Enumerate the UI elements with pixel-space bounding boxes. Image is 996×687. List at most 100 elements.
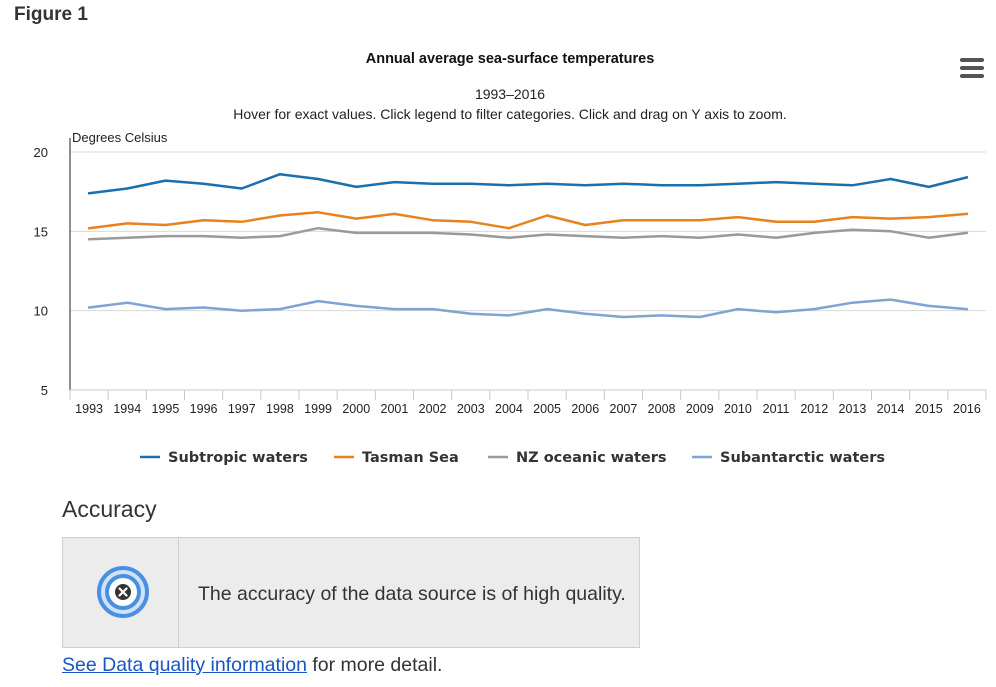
legend-item[interactable]: NZ oceanic waters xyxy=(488,450,667,466)
data-point[interactable] xyxy=(889,217,892,220)
data-point[interactable] xyxy=(278,234,282,238)
data-point[interactable] xyxy=(813,231,816,235)
data-point[interactable] xyxy=(87,192,91,195)
data-point[interactable] xyxy=(316,211,320,214)
data-point[interactable] xyxy=(240,236,243,239)
data-point[interactable] xyxy=(87,226,91,230)
data-point[interactable] xyxy=(87,238,91,241)
data-point[interactable] xyxy=(774,236,778,239)
data-point[interactable] xyxy=(240,309,243,312)
data-point[interactable] xyxy=(584,223,587,227)
data-point[interactable] xyxy=(393,180,396,184)
data-point[interactable] xyxy=(316,226,320,230)
series-line[interactable] xyxy=(87,226,969,241)
legend-item[interactable]: Subantarctic waters xyxy=(692,450,885,466)
data-quality-link[interactable]: See Data quality information xyxy=(62,654,307,676)
data-point[interactable] xyxy=(889,177,892,181)
data-point[interactable] xyxy=(202,219,205,222)
series-lines[interactable] xyxy=(87,172,969,319)
data-point[interactable] xyxy=(507,314,511,317)
data-point[interactable] xyxy=(622,236,625,239)
data-point[interactable] xyxy=(278,214,282,217)
data-point[interactable] xyxy=(813,182,816,185)
legend[interactable]: Subtropic waters Tasman Sea NZ oceanic wat… xyxy=(140,450,885,466)
data-point[interactable] xyxy=(545,233,549,236)
chart-container[interactable]: Annual average sea-surface temperatures … xyxy=(0,40,996,480)
series-line[interactable] xyxy=(87,211,969,230)
data-point[interactable] xyxy=(278,173,282,176)
data-point[interactable] xyxy=(660,184,663,187)
data-point[interactable] xyxy=(355,231,358,235)
data-point[interactable] xyxy=(889,298,892,301)
data-point[interactable] xyxy=(355,217,358,220)
data-point[interactable] xyxy=(507,226,511,230)
data-point[interactable] xyxy=(660,234,663,238)
data-point[interactable] xyxy=(545,214,549,217)
data-point[interactable] xyxy=(545,182,549,185)
data-point[interactable] xyxy=(469,233,472,236)
data-point[interactable] xyxy=(622,219,625,222)
data-point[interactable] xyxy=(164,307,167,311)
data-point[interactable] xyxy=(584,312,587,316)
data-point[interactable] xyxy=(965,231,969,235)
series-line[interactable] xyxy=(87,298,969,319)
data-point[interactable] xyxy=(164,179,167,182)
data-point[interactable] xyxy=(736,182,740,185)
data-point[interactable] xyxy=(851,184,854,187)
data-point[interactable] xyxy=(698,184,701,187)
data-point[interactable] xyxy=(278,307,282,311)
data-point[interactable] xyxy=(164,223,167,227)
data-point[interactable] xyxy=(126,236,129,239)
data-point[interactable] xyxy=(774,220,778,224)
data-point[interactable] xyxy=(126,222,129,225)
data-point[interactable] xyxy=(469,312,472,316)
data-point[interactable] xyxy=(431,219,434,222)
data-point[interactable] xyxy=(584,184,587,187)
data-point[interactable] xyxy=(316,299,320,303)
data-point[interactable] xyxy=(927,185,930,189)
data-point[interactable] xyxy=(240,187,243,190)
data-point[interactable] xyxy=(927,304,930,308)
data-point[interactable] xyxy=(813,307,816,311)
data-point[interactable] xyxy=(355,185,358,189)
data-point[interactable] xyxy=(164,234,167,238)
data-point[interactable] xyxy=(889,230,892,233)
data-point[interactable] xyxy=(736,233,740,236)
data-point[interactable] xyxy=(431,307,434,311)
data-point[interactable] xyxy=(507,184,511,187)
data-point[interactable] xyxy=(545,307,549,311)
data-point[interactable] xyxy=(126,301,129,304)
data-point[interactable] xyxy=(469,182,472,185)
data-point[interactable] xyxy=(965,212,969,216)
data-point[interactable] xyxy=(698,219,701,222)
data-point[interactable] xyxy=(393,307,396,311)
data-point[interactable] xyxy=(813,220,816,224)
data-point[interactable] xyxy=(431,182,434,185)
data-point[interactable] xyxy=(736,215,740,219)
data-point[interactable] xyxy=(698,315,701,319)
data-point[interactable] xyxy=(584,234,587,238)
data-point[interactable] xyxy=(202,182,205,185)
data-point[interactable] xyxy=(393,212,396,216)
data-point[interactable] xyxy=(431,231,434,235)
data-point[interactable] xyxy=(202,306,205,309)
data-point[interactable] xyxy=(393,231,396,235)
data-point[interactable] xyxy=(507,236,511,239)
data-point[interactable] xyxy=(851,301,854,304)
data-point[interactable] xyxy=(736,307,740,311)
data-point[interactable] xyxy=(202,234,205,238)
data-point[interactable] xyxy=(965,307,969,311)
data-point[interactable] xyxy=(469,220,472,224)
data-point[interactable] xyxy=(774,311,778,314)
line-chart[interactable]: Annual average sea-surface temperatures … xyxy=(0,40,996,480)
data-point[interactable] xyxy=(698,236,701,239)
data-point[interactable] xyxy=(965,176,969,179)
data-point[interactable] xyxy=(660,219,663,222)
data-point[interactable] xyxy=(622,182,625,185)
legend-item[interactable]: Tasman Sea xyxy=(334,450,459,466)
data-point[interactable] xyxy=(622,315,625,319)
data-point[interactable] xyxy=(355,304,358,308)
data-point[interactable] xyxy=(660,314,663,317)
data-point[interactable] xyxy=(851,228,854,231)
data-point[interactable] xyxy=(774,180,778,184)
